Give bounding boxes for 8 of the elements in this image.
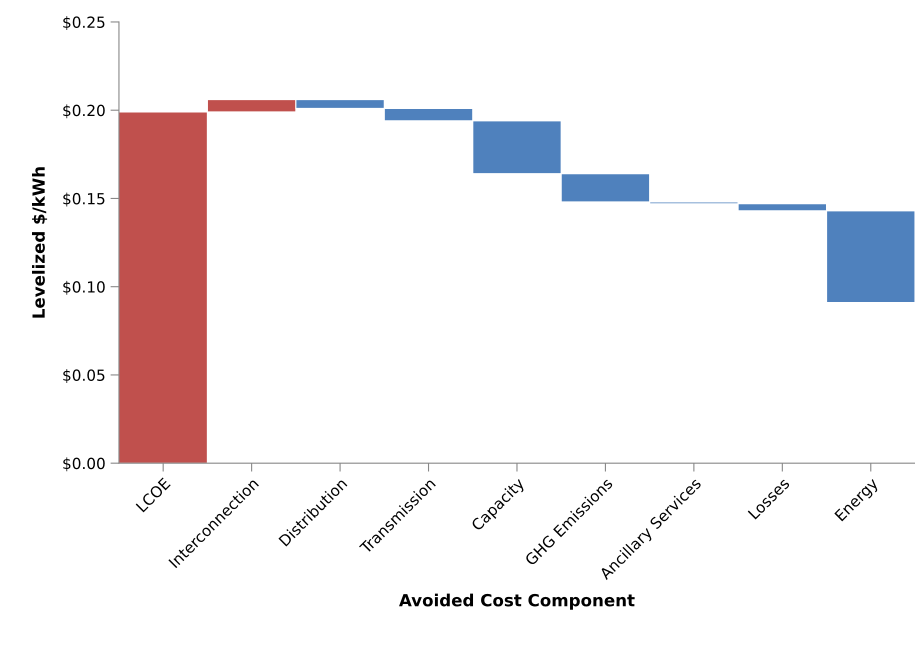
y-tick-label: $0.10: [63, 280, 105, 295]
y-tick-label: $0.25: [63, 16, 104, 30]
y-axis-title: Levelized $/kWh: [32, 167, 48, 318]
y-tick-label: $0.20: [63, 104, 105, 118]
x-axis-title: Avoided Cost Component: [399, 594, 635, 610]
y-tick-label: $0.05: [63, 369, 104, 383]
y-tick-label: $0.15: [63, 192, 104, 206]
y-tick-label: $0.00: [63, 457, 105, 472]
